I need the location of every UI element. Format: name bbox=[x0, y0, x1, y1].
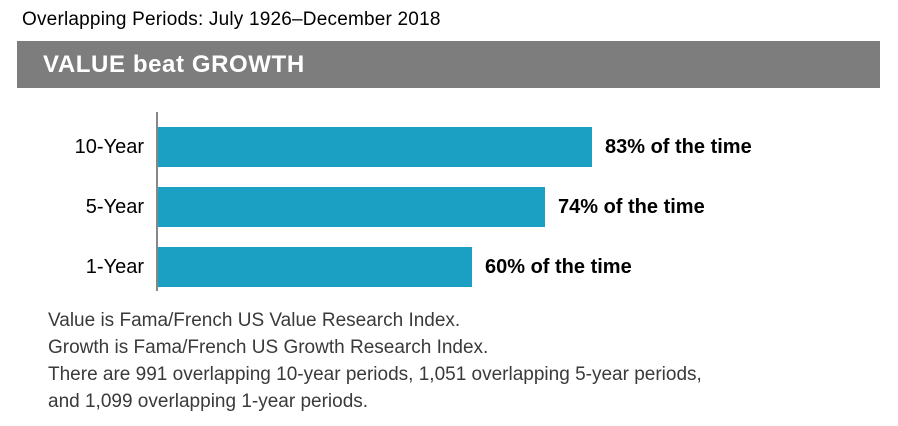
category-label-1-year: 1-Year bbox=[85, 255, 144, 278]
banner-title: VALUE beat GROWTH bbox=[43, 50, 305, 78]
y-axis-line bbox=[156, 112, 158, 291]
title-banner: VALUE beat GROWTH bbox=[17, 41, 880, 88]
bar-chart: 10-Year 83% of the time 5-Year 74% of th… bbox=[0, 112, 898, 291]
bar-row-10-year: 10-Year 83% of the time bbox=[0, 127, 898, 167]
bar-rows: 10-Year 83% of the time 5-Year 74% of th… bbox=[0, 112, 898, 287]
footnote-line: Value is Fama/French US Value Research I… bbox=[48, 310, 461, 331]
bar-track: 60% of the time bbox=[158, 247, 898, 287]
bar-track: 83% of the time bbox=[158, 127, 898, 167]
footnote-line: Growth is Fama/French US Growth Research… bbox=[48, 337, 489, 358]
category-label-5-year: 5-Year bbox=[85, 195, 144, 218]
bar-5-year bbox=[158, 187, 545, 227]
value-label-5-year: 74% of the time bbox=[558, 195, 705, 218]
footnotes: Value is Fama/French US Value Research I… bbox=[48, 307, 898, 415]
category-label-10-year: 10-Year bbox=[74, 135, 144, 158]
footnote-line: There are 991 overlapping 10-year period… bbox=[48, 364, 702, 385]
footnote-line: and 1,099 overlapping 1-year periods. bbox=[48, 391, 369, 412]
bar-track: 74% of the time bbox=[158, 187, 898, 227]
bar-10-year bbox=[158, 127, 592, 167]
bar-row-5-year: 5-Year 74% of the time bbox=[0, 187, 898, 227]
value-label-10-year: 83% of the time bbox=[605, 135, 752, 158]
bar-row-1-year: 1-Year 60% of the time bbox=[0, 247, 898, 287]
overlapping-periods-subtitle: Overlapping Periods: July 1926–December … bbox=[22, 9, 441, 30]
value-label-1-year: 60% of the time bbox=[485, 255, 632, 278]
bar-1-year bbox=[158, 247, 472, 287]
